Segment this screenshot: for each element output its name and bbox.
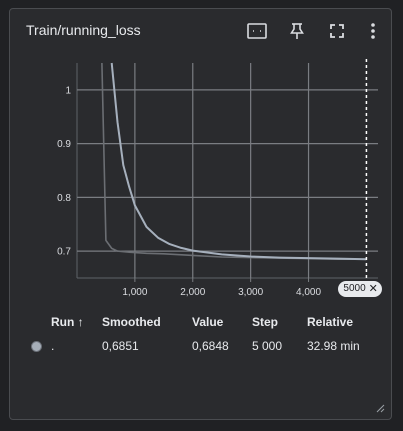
header-relative[interactable]: Relative bbox=[307, 315, 354, 329]
cell-step: 5 000 bbox=[252, 339, 283, 353]
more-vert-icon bbox=[371, 23, 375, 39]
cell-relative: 32.98 min bbox=[307, 339, 360, 353]
fit-domain-icon bbox=[247, 23, 267, 39]
x-tick-label: 2,000 bbox=[180, 287, 205, 298]
x-tick-label: 4,000 bbox=[296, 287, 321, 298]
more-options-button[interactable] bbox=[361, 19, 385, 43]
resize-handle-icon[interactable] bbox=[375, 403, 385, 413]
y-tick-label: 0.8 bbox=[57, 193, 71, 204]
fullscreen-button[interactable] bbox=[325, 19, 349, 43]
hover-step-label: 5000 bbox=[343, 283, 366, 294]
y-tick-label: 0.7 bbox=[57, 247, 71, 258]
header-run[interactable]: Run ↑ bbox=[51, 315, 84, 329]
y-tick-label: 1 bbox=[65, 85, 71, 96]
header-step[interactable]: Step bbox=[252, 315, 279, 329]
pin-icon bbox=[290, 23, 304, 39]
series-line-raw[interactable] bbox=[101, 62, 367, 260]
card-toolbar bbox=[245, 19, 385, 43]
x-tick-label: 1,000 bbox=[122, 287, 147, 298]
line-chart[interactable]: 0.7 0.8 0.9 1 1,000 2,000 3,000 4,000 5000 ✕ bbox=[10, 51, 393, 311]
close-icon[interactable]: ✕ bbox=[368, 283, 378, 295]
scalar-card: Train/running_loss bbox=[9, 8, 392, 420]
pin-button[interactable] bbox=[285, 19, 309, 43]
series-line-smoothed[interactable] bbox=[110, 62, 367, 261]
card-title: Train/running_loss bbox=[26, 22, 141, 38]
run-color-dot bbox=[31, 341, 42, 352]
fit-domain-button[interactable] bbox=[245, 19, 269, 43]
fullscreen-icon bbox=[330, 24, 344, 38]
cell-smoothed: 0,6851 bbox=[102, 339, 139, 353]
chart-svg[interactable]: 0.7 0.8 0.9 1 1,000 2,000 3,000 4,000 bbox=[10, 51, 393, 311]
x-tick-label: 3,000 bbox=[238, 287, 263, 298]
hover-step-badge[interactable]: 5000 ✕ bbox=[338, 281, 382, 297]
header-smoothed[interactable]: Smoothed bbox=[102, 315, 161, 329]
cell-run: . bbox=[51, 339, 55, 353]
header-value[interactable]: Value bbox=[192, 315, 224, 329]
y-tick-label: 0.9 bbox=[57, 139, 71, 150]
cell-value: 0,6848 bbox=[192, 339, 229, 353]
